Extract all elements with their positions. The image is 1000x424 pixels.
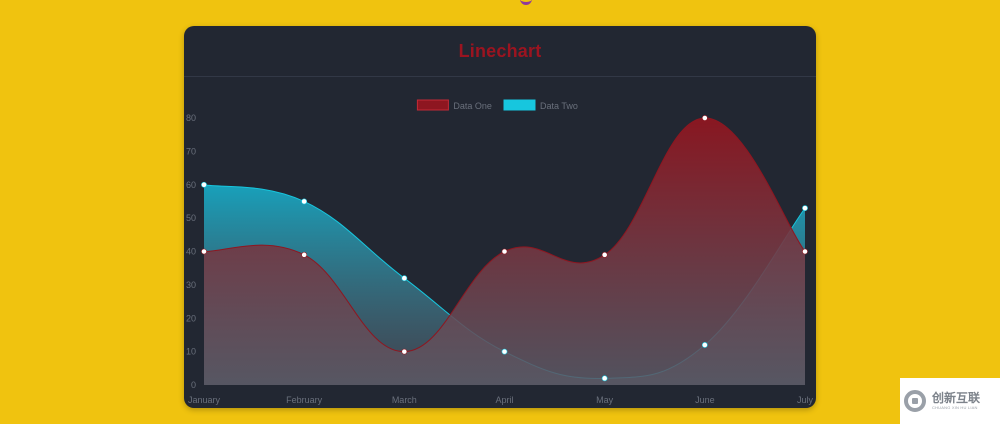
y-tick-label: 20	[186, 313, 196, 323]
y-tick-label: 50	[186, 213, 196, 223]
legend-label: Data One	[453, 101, 492, 111]
data-point	[201, 181, 207, 188]
x-tick-label: February	[286, 395, 323, 405]
data-point	[501, 248, 508, 255]
data-point	[701, 342, 708, 348]
y-tick-label: 60	[186, 180, 196, 190]
watermark-subtext: CHUANG XIN HU LIAN	[932, 405, 978, 410]
line-chart: 0 10 20 30 40 50 60 70 80 January February March Apr…	[186, 99, 814, 405]
header-fragment	[520, 0, 532, 5]
y-tick-label: 30	[186, 280, 196, 290]
data-point	[501, 348, 508, 355]
y-tick-label: 40	[186, 247, 196, 257]
chart-title: Linechart	[458, 40, 542, 61]
data-point	[401, 348, 408, 355]
legend-swatch	[416, 99, 449, 111]
data-point	[401, 275, 408, 282]
watermark-text: 创新互联	[932, 391, 981, 405]
legend-label: Data Two	[540, 101, 578, 111]
watermark-logo: 创新互联 CHUANG XIN HU LIAN	[900, 378, 1000, 424]
y-tick-label: 80	[186, 113, 196, 123]
x-tick-label: June	[695, 395, 715, 405]
data-point	[601, 251, 608, 258]
x-tick-label: April	[495, 395, 513, 405]
data-point	[601, 375, 608, 382]
y-tick-label: 10	[186, 347, 196, 357]
data-point	[701, 115, 708, 121]
data-point	[802, 248, 808, 255]
chart-card: Linechart 0 10 20 30 40 50 60 70 80 January Februa…	[184, 26, 816, 408]
legend-swatch	[503, 99, 536, 111]
x-tick-label: March	[392, 395, 417, 405]
series-area	[204, 117, 805, 386]
x-tick-label: July	[797, 395, 814, 405]
data-point	[301, 251, 308, 258]
logo-icon	[904, 390, 926, 412]
data-point	[802, 205, 808, 212]
data-point	[201, 248, 207, 255]
y-tick-label: 70	[186, 146, 196, 156]
card-header: Linechart	[184, 26, 816, 77]
x-tick-label: January	[188, 395, 221, 405]
x-tick-label: May	[596, 395, 614, 405]
y-tick-label: 0	[191, 380, 196, 390]
data-point	[301, 198, 308, 205]
